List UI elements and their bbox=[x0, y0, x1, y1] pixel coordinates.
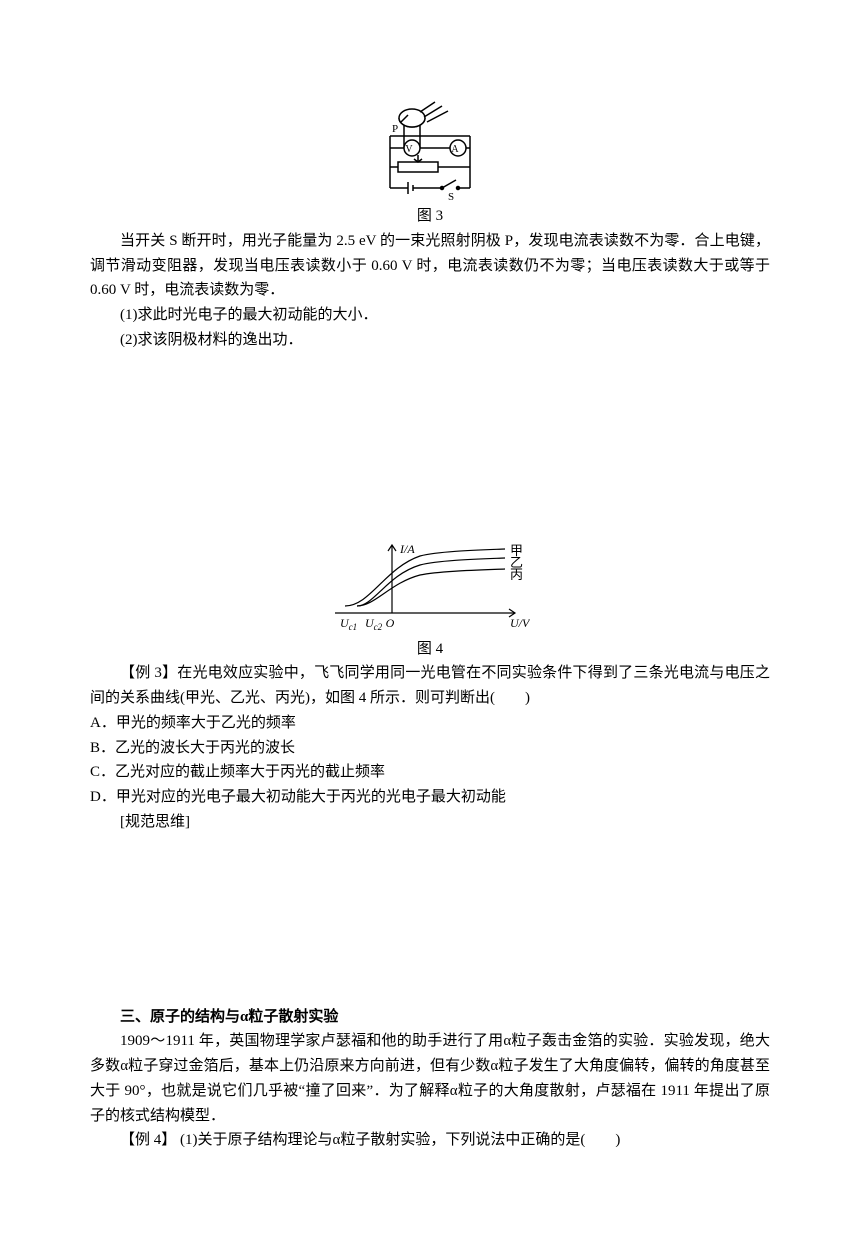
figure-4: I/A U/V 甲 乙 丙 Uc1 Uc2 O 图 4 bbox=[90, 543, 770, 662]
curve-jia bbox=[345, 549, 505, 606]
option-b: B．乙光的波长大于丙光的波长 bbox=[90, 736, 770, 761]
tick-origin: O bbox=[386, 616, 395, 630]
tick-uc1: Uc1 bbox=[340, 616, 357, 632]
figure-3: P V A S 图 3 bbox=[90, 100, 770, 229]
option-d: D．甲光对应的光电子最大初动能大于丙光的光电子最大初动能 bbox=[90, 785, 770, 810]
circuit-diagram-svg: P V A S bbox=[360, 100, 500, 200]
page: P V A S 图 3 当开关 S 断开时，用光子能量为 2.5 eV 的一束光… bbox=[0, 0, 860, 1233]
blank-space-2 bbox=[90, 835, 770, 1005]
label-V: V bbox=[405, 144, 413, 155]
iu-curve-svg: I/A U/V 甲 乙 丙 Uc1 Uc2 O bbox=[330, 543, 530, 633]
axis-y-label: I/A bbox=[399, 543, 415, 556]
section-3-body: 1909～1911 年，英国物理学家卢瑟福和他的助手进行了用α粒子轰击金箔的实验… bbox=[90, 1029, 770, 1128]
figure-4-caption: 图 4 bbox=[417, 637, 443, 662]
option-c: C．乙光对应的截止频率大于丙光的截止频率 bbox=[90, 760, 770, 785]
axis-x-label: U/V bbox=[510, 616, 530, 630]
guifan-siwei: [规范思维] bbox=[90, 810, 770, 835]
blank-space-1 bbox=[90, 353, 770, 543]
tick-uc2: Uc2 bbox=[365, 616, 383, 632]
curve-yi bbox=[357, 558, 505, 606]
option-a: A．甲光的频率大于乙光的频率 bbox=[90, 711, 770, 736]
example-3-lead: 【例 3】在光电效应实验中，飞飞同学用同一光电管在不同实验条件下得到了三条光电流… bbox=[90, 661, 770, 711]
label-S: S bbox=[448, 191, 454, 200]
curve-bing bbox=[357, 569, 505, 606]
example-4-lead: 【例 4】 (1)关于原子结构理论与α粒子散射实验，下列说法中正确的是( ) bbox=[90, 1128, 770, 1153]
label-A: A bbox=[451, 144, 459, 155]
section-3-title: 三、原子的结构与α粒子散射实验 bbox=[90, 1005, 770, 1030]
paragraph-fig3: 当开关 S 断开时，用光子能量为 2.5 eV 的一束光照射阴极 P，发现电流表… bbox=[90, 229, 770, 303]
label-P: P bbox=[392, 123, 398, 135]
figure-3-caption: 图 3 bbox=[417, 204, 443, 229]
question-2: (2)求该阴极材料的逸出功． bbox=[90, 328, 770, 353]
question-1: (1)求此时光电子的最大初动能的大小． bbox=[90, 303, 770, 328]
curve-label-bing: 丙 bbox=[510, 567, 523, 582]
